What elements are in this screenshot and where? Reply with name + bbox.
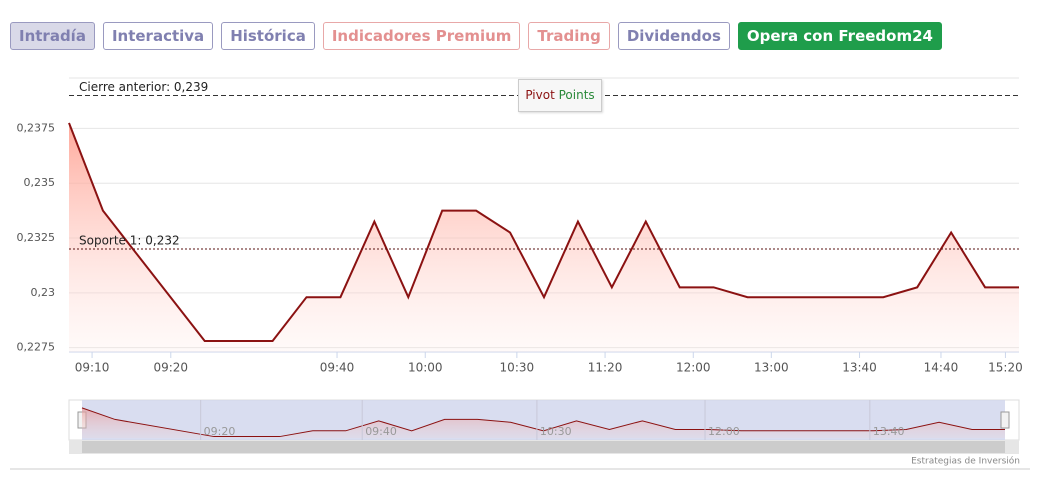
navigator-label: 12:00 bbox=[708, 425, 740, 438]
plot-line-label: Cierre anterior: 0,239 bbox=[79, 80, 208, 94]
scrollbar-thumb[interactable] bbox=[82, 441, 1005, 453]
navigator-label: 10:30 bbox=[540, 425, 572, 438]
navigator-label: 09:20 bbox=[204, 425, 236, 438]
tooltip-text: Points bbox=[558, 88, 595, 102]
x-tick-label: 09:20 bbox=[153, 361, 188, 375]
tab[interactable]: Trading bbox=[528, 22, 610, 50]
navigator-label: 09:40 bbox=[365, 425, 397, 438]
line bbox=[68, 122, 1019, 343]
navigator-label: 13:40 bbox=[873, 425, 905, 438]
plot-line-label: Soporte 1: 0,232 bbox=[79, 233, 180, 247]
navigator-handle[interactable] bbox=[1000, 411, 1010, 429]
y-tick-label: 0,2375 bbox=[17, 121, 56, 134]
area bbox=[69, 122, 1019, 352]
credit: Estrategias de Inversión bbox=[911, 456, 1020, 467]
tab[interactable]: Indicadores Premium bbox=[322, 22, 521, 50]
tab[interactable]: Dividendos bbox=[617, 22, 730, 50]
x-tick-label: 15:20 bbox=[988, 361, 1023, 375]
x-tick-label: 14:40 bbox=[924, 361, 959, 375]
x-tick-label: 09:10 bbox=[75, 361, 110, 375]
tab[interactable]: Histórica bbox=[221, 22, 315, 50]
x-tick-label: 13:40 bbox=[842, 361, 877, 375]
tab[interactable]: Opera con Freedom24 bbox=[737, 22, 942, 50]
navigator-area bbox=[82, 407, 1005, 438]
tabs: Intradía Interactiva Histórica Indicador… bbox=[10, 22, 942, 50]
tooltip: Pivot Points bbox=[518, 79, 602, 112]
x-tick-label: 12:00 bbox=[676, 361, 711, 375]
tab[interactable]: Interactiva bbox=[102, 22, 214, 50]
y-tick-label: 0,2275 bbox=[17, 341, 56, 354]
navigator-line bbox=[81, 407, 1005, 438]
x-tick-label: 13:00 bbox=[754, 361, 789, 375]
y-tick-label: 0,2325 bbox=[17, 231, 56, 244]
x-tick-label: 11:20 bbox=[588, 361, 623, 375]
y-tick-label: 0,235 bbox=[24, 176, 56, 189]
x-tick-label: 10:00 bbox=[408, 361, 443, 375]
tab[interactable]: Intradía bbox=[10, 22, 95, 50]
x-tick-label: 10:30 bbox=[500, 361, 535, 375]
y-tick-label: 0,23 bbox=[31, 286, 56, 299]
x-tick-label: 09:40 bbox=[320, 361, 355, 375]
tooltip-text: Pivot bbox=[525, 88, 555, 102]
